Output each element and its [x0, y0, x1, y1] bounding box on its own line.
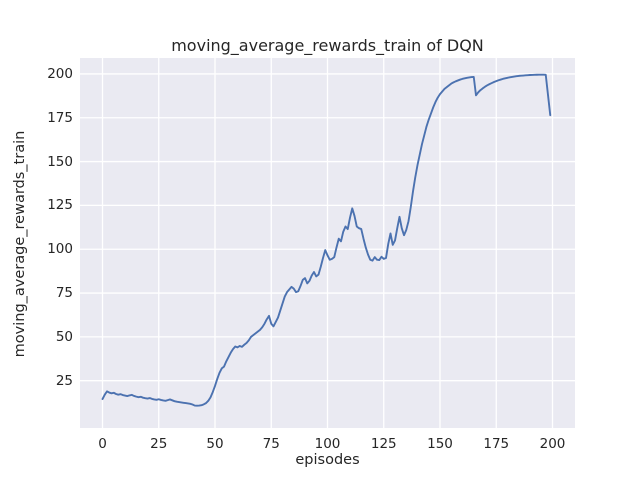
x-tick-label: 200 — [539, 436, 566, 452]
y-tick-label: 200 — [47, 65, 73, 82]
x-tick-label: 75 — [262, 436, 280, 452]
chart-title: moving_average_rewards_train of DQN — [171, 36, 484, 55]
y-tick-label: 75 — [55, 285, 73, 302]
x-tick-label: 50 — [206, 436, 224, 452]
y-tick-label: 150 — [47, 153, 73, 170]
y-tick-label: 175 — [47, 109, 73, 126]
x-axis-label: episodes — [295, 452, 360, 468]
x-tick-label: 150 — [427, 436, 453, 452]
x-tick-label: 175 — [483, 436, 510, 452]
x-tick-label: 25 — [150, 436, 168, 452]
x-tick-label: 100 — [314, 436, 341, 452]
line-series — [101, 73, 552, 407]
y-tick-label: 50 — [55, 328, 73, 345]
y-tick-label: 100 — [47, 241, 73, 258]
y-tick-label: 125 — [47, 197, 73, 214]
x-tick-label: 125 — [370, 436, 397, 452]
y-tick-label: 25 — [55, 372, 73, 389]
x-tick-label: 0 — [98, 436, 107, 452]
